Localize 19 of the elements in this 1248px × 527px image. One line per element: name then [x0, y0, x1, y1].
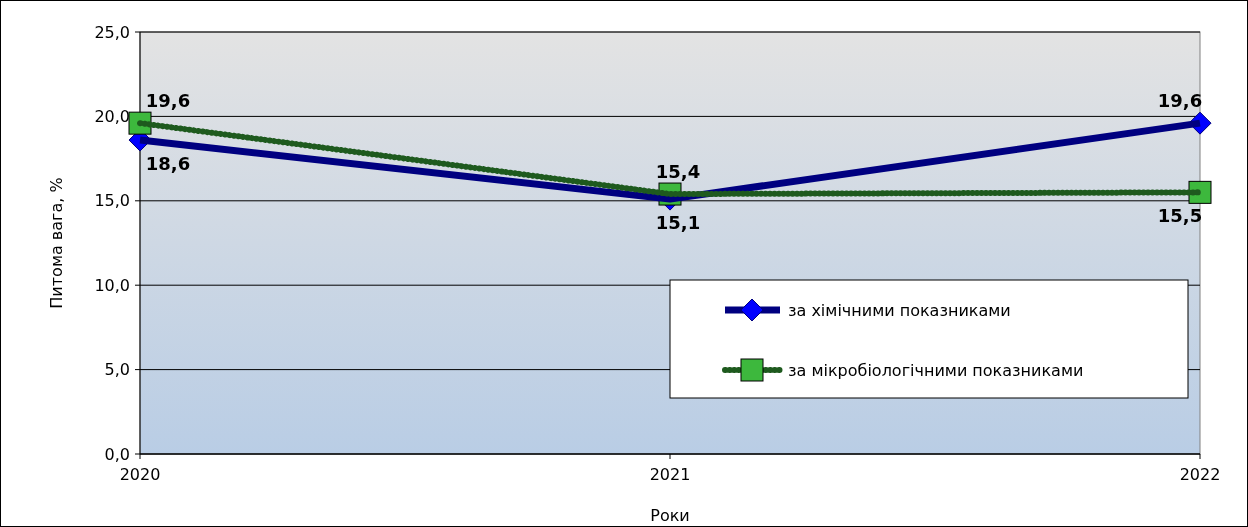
data-label: 15,1 — [655, 212, 701, 234]
y-tick-label: 25,0 — [94, 22, 130, 42]
y-tick-label: 5,0 — [104, 360, 130, 380]
y-tick-label: 10,0 — [94, 275, 130, 295]
y-tick-label: 15,0 — [94, 191, 130, 211]
x-tick-label: 2020 — [119, 465, 161, 484]
data-label: 15,4 — [655, 161, 701, 183]
y-tick-label: 20,0 — [94, 107, 130, 126]
data-label: 19,6 — [1157, 90, 1203, 112]
data-label: 15,5 — [1157, 205, 1203, 227]
y-tick-label: 0,0 — [104, 444, 130, 464]
legend-label: за мікробіологічними показниками — [788, 360, 1084, 380]
x-tick-label: 2022 — [1179, 465, 1221, 484]
x-axis-title: Роки — [650, 506, 690, 525]
y-axis-title: Питома вага, % — [47, 177, 66, 309]
data-label: 18,6 — [145, 153, 191, 175]
legend-label: за хімічними показниками — [788, 300, 1011, 320]
x-tick-label: 2021 — [649, 465, 691, 484]
data-label: 19,6 — [145, 90, 191, 112]
